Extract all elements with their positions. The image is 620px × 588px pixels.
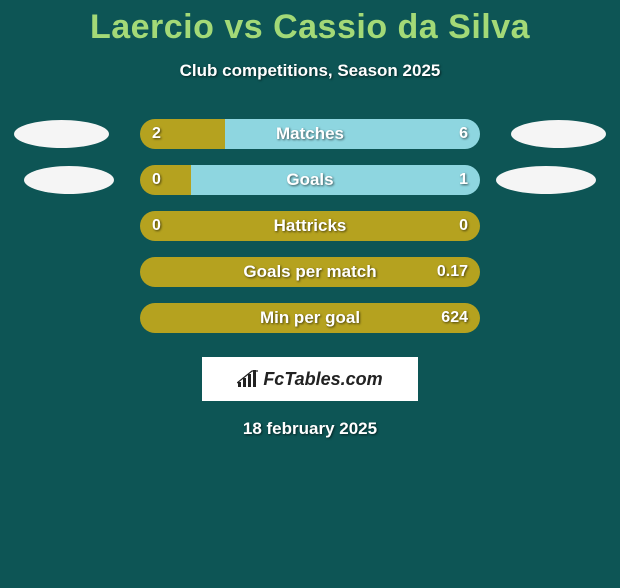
stat-label: Goals [140,165,480,195]
stat-label: Hattricks [140,211,480,241]
date-label: 18 february 2025 [0,419,620,439]
avatar-left [14,120,109,148]
logo-box: FcTables.com [202,357,418,401]
logo-text: FcTables.com [263,369,382,390]
avatar-right [511,120,606,148]
page-subtitle: Club competitions, Season 2025 [0,61,620,81]
stat-label: Goals per match [140,257,480,287]
avatar-right [496,166,596,194]
stat-label: Matches [140,119,480,149]
avatar-left [24,166,114,194]
stat-row: 01Goals [0,165,620,195]
stat-row: 26Matches [0,119,620,149]
page-title: Laercio vs Cassio da Silva [0,8,620,47]
stat-row: 00Hattricks [0,211,620,241]
stat-row: 0.17Goals per match [0,257,620,287]
bars-icon [237,370,259,388]
stat-label: Min per goal [140,303,480,333]
stat-row: 624Min per goal [0,303,620,333]
comparison-chart: 26Matches 01Goals 00Hattricks 0.17Goals per… [0,119,620,333]
